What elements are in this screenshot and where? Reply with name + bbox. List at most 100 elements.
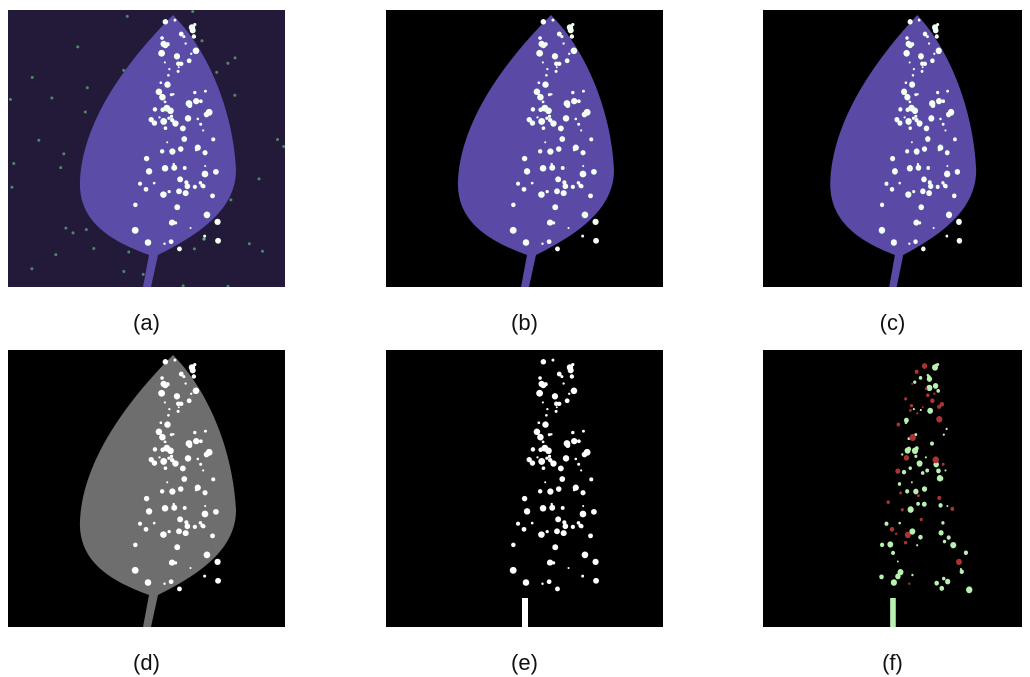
spot — [548, 93, 551, 96]
spot — [199, 463, 202, 466]
spot — [185, 115, 192, 122]
spot — [897, 423, 901, 427]
spot — [546, 190, 549, 193]
spot — [915, 370, 919, 374]
spot — [193, 387, 200, 394]
spot — [187, 58, 192, 63]
spot — [940, 402, 944, 407]
spot — [938, 503, 942, 508]
spot — [581, 575, 584, 578]
spot — [138, 182, 142, 186]
spot — [538, 458, 545, 465]
spot — [558, 125, 564, 131]
spot — [879, 227, 885, 234]
spot — [133, 203, 138, 208]
spot — [156, 89, 163, 96]
panel-label: (d) — [133, 650, 160, 675]
spot — [885, 522, 889, 526]
spot — [922, 66, 924, 68]
spot — [552, 19, 555, 22]
spot — [144, 527, 149, 532]
spot — [937, 496, 941, 500]
spot — [571, 47, 578, 54]
spot — [541, 19, 546, 24]
spot — [164, 440, 167, 443]
spot — [555, 410, 558, 413]
spot — [538, 531, 545, 538]
spot — [510, 567, 517, 574]
spot — [938, 149, 940, 152]
spot — [189, 227, 191, 229]
spot — [588, 533, 593, 538]
spot — [534, 89, 541, 96]
background-speck — [258, 177, 261, 180]
spot — [146, 168, 152, 174]
spot — [169, 148, 175, 154]
spot — [160, 376, 164, 380]
panel-image — [386, 350, 663, 627]
spot — [947, 535, 951, 539]
background-speck — [92, 247, 95, 250]
spot — [547, 559, 553, 565]
spot — [571, 98, 577, 104]
spot — [918, 535, 922, 540]
spot — [904, 455, 909, 461]
spot — [898, 522, 900, 525]
spot — [922, 486, 927, 492]
spot — [138, 522, 142, 526]
spot — [926, 190, 932, 196]
spot — [166, 481, 168, 483]
spot — [944, 171, 950, 178]
spot — [571, 438, 577, 444]
spot — [909, 61, 911, 63]
spot — [538, 149, 542, 153]
spot — [911, 141, 913, 143]
spot — [911, 481, 913, 483]
spot — [918, 204, 924, 210]
spot — [195, 489, 198, 492]
spot — [158, 116, 160, 118]
spot — [192, 374, 196, 378]
spot — [568, 393, 570, 395]
background-speck — [59, 166, 62, 169]
spot — [169, 488, 175, 494]
spot — [204, 552, 211, 559]
page: (a)(b)(c)(d)(e)(f) (() => { const data =… — [0, 0, 1030, 677]
spot — [547, 219, 553, 225]
spot — [181, 136, 187, 142]
spot — [921, 70, 924, 73]
spot — [182, 35, 185, 38]
spot — [192, 34, 196, 38]
spot — [577, 99, 581, 103]
spot — [169, 559, 175, 565]
spot — [168, 190, 171, 193]
spot — [912, 190, 915, 193]
spot — [554, 61, 558, 65]
spot — [917, 494, 920, 497]
spot — [562, 42, 564, 44]
spot — [921, 176, 927, 182]
spot — [935, 364, 938, 367]
image-content — [763, 10, 1022, 287]
spot — [197, 118, 200, 121]
spot — [163, 359, 168, 364]
spot — [203, 575, 206, 578]
spot — [523, 579, 530, 586]
spot — [915, 446, 919, 450]
spot — [885, 182, 889, 186]
spot — [547, 239, 552, 244]
spot — [930, 398, 934, 403]
spot — [941, 521, 944, 524]
spot — [554, 188, 560, 194]
spot — [530, 460, 535, 465]
spot — [211, 477, 215, 481]
background-speck — [62, 152, 65, 155]
spot — [536, 50, 543, 57]
spot — [168, 408, 170, 410]
spot — [887, 541, 893, 547]
spot — [913, 68, 915, 70]
background-speck — [203, 237, 206, 240]
spot — [555, 587, 560, 592]
spot — [184, 520, 188, 524]
spot — [920, 188, 925, 194]
